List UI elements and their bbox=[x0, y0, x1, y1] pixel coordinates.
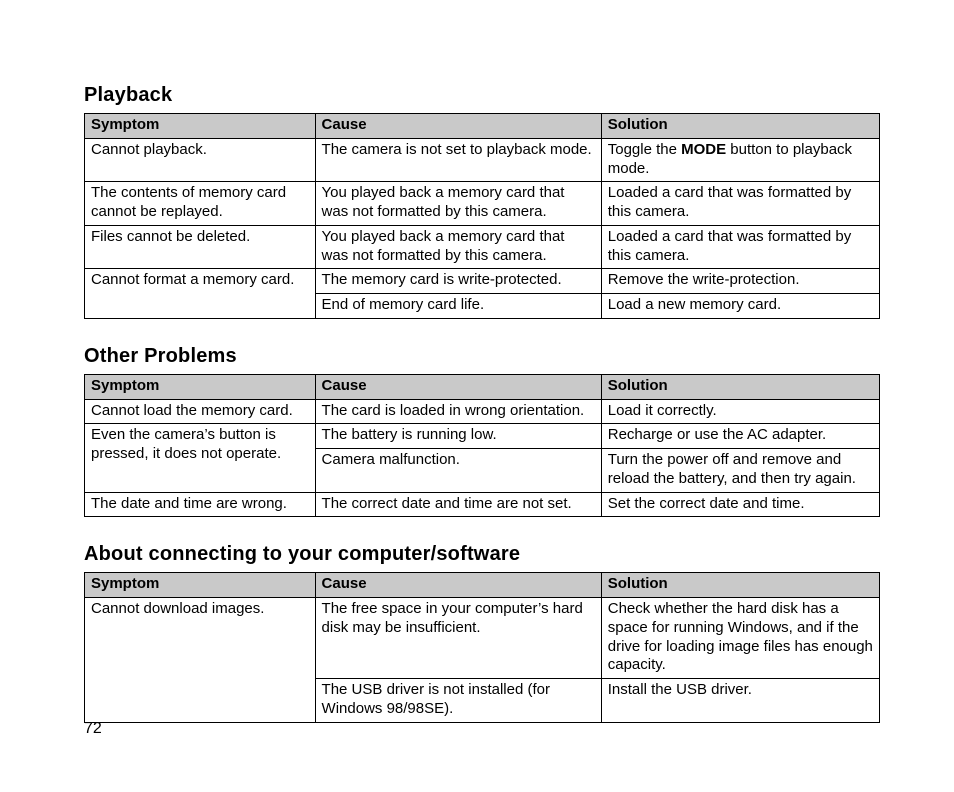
table-row: Even the camera’s button is pressed, it … bbox=[85, 424, 880, 449]
cell-cause: The USB driver is not installed (for Win… bbox=[315, 679, 601, 723]
other-problems-table: Symptom Cause Solution Cannot load the m… bbox=[84, 374, 880, 518]
table-row: Cannot load the memory card. The card is… bbox=[85, 399, 880, 424]
table-row: The date and time are wrong. The correct… bbox=[85, 492, 880, 517]
th-symptom: Symptom bbox=[85, 114, 316, 139]
table-row: Cannot playback. The camera is not set t… bbox=[85, 138, 880, 182]
th-cause: Cause bbox=[315, 573, 601, 598]
cell-solution: Loaded a card that was formatted by this… bbox=[601, 225, 879, 269]
solution-text-pre: Toggle the bbox=[608, 141, 681, 158]
connecting-table: Symptom Cause Solution Cannot download i… bbox=[84, 572, 880, 722]
th-solution: Solution bbox=[601, 573, 879, 598]
cell-solution: Turn the power off and remove and reload… bbox=[601, 449, 879, 493]
th-solution: Solution bbox=[601, 374, 879, 399]
cell-symptom: Files cannot be deleted. bbox=[85, 225, 316, 269]
table-row: Files cannot be deleted. You played back… bbox=[85, 225, 880, 269]
th-symptom: Symptom bbox=[85, 374, 316, 399]
cell-solution: Check whether the hard disk has a space … bbox=[601, 598, 879, 679]
cell-solution: Load it correctly. bbox=[601, 399, 879, 424]
cell-cause: The correct date and time are not set. bbox=[315, 492, 601, 517]
cell-solution: Install the USB driver. bbox=[601, 679, 879, 723]
cell-cause: You played back a memory card that was n… bbox=[315, 182, 601, 226]
section-title-other: Other Problems bbox=[84, 345, 880, 368]
table-header-row: Symptom Cause Solution bbox=[85, 374, 880, 399]
section-title-connecting: About connecting to your computer/softwa… bbox=[84, 543, 880, 566]
cell-symptom: Even the camera’s button is pressed, it … bbox=[85, 424, 316, 492]
cell-cause: Camera malfunction. bbox=[315, 449, 601, 493]
table-header-row: Symptom Cause Solution bbox=[85, 114, 880, 139]
cell-solution: Remove the write-protection. bbox=[601, 269, 879, 294]
page-number: 72 bbox=[84, 720, 102, 738]
cell-symptom: Cannot format a memory card. bbox=[85, 269, 316, 319]
cell-cause: The camera is not set to playback mode. bbox=[315, 138, 601, 182]
cell-cause: The memory card is write-protected. bbox=[315, 269, 601, 294]
cell-symptom: The contents of memory card cannot be re… bbox=[85, 182, 316, 226]
page: Playback Symptom Cause Solution Cannot p… bbox=[0, 0, 954, 792]
section-title-playback: Playback bbox=[84, 84, 880, 107]
cell-solution: Load a new memory card. bbox=[601, 294, 879, 319]
cell-solution: Recharge or use the AC adapter. bbox=[601, 424, 879, 449]
cell-cause: The free space in your computer’s hard d… bbox=[315, 598, 601, 679]
th-cause: Cause bbox=[315, 374, 601, 399]
cell-solution: Set the correct date and time. bbox=[601, 492, 879, 517]
playback-table: Symptom Cause Solution Cannot playback. … bbox=[84, 113, 880, 319]
cell-cause: You played back a memory card that was n… bbox=[315, 225, 601, 269]
cell-symptom: The date and time are wrong. bbox=[85, 492, 316, 517]
th-solution: Solution bbox=[601, 114, 879, 139]
th-symptom: Symptom bbox=[85, 573, 316, 598]
table-row: Cannot download images. The free space i… bbox=[85, 598, 880, 679]
cell-symptom: Cannot load the memory card. bbox=[85, 399, 316, 424]
mode-bold: MODE bbox=[681, 141, 726, 158]
cell-solution: Loaded a card that was formatted by this… bbox=[601, 182, 879, 226]
table-row: Cannot format a memory card. The memory … bbox=[85, 269, 880, 294]
cell-symptom: Cannot download images. bbox=[85, 598, 316, 723]
cell-cause: The battery is running low. bbox=[315, 424, 601, 449]
cell-cause: End of memory card life. bbox=[315, 294, 601, 319]
table-header-row: Symptom Cause Solution bbox=[85, 573, 880, 598]
cell-symptom: Cannot playback. bbox=[85, 138, 316, 182]
table-row: The contents of memory card cannot be re… bbox=[85, 182, 880, 226]
cell-solution: Toggle the MODE button to playback mode. bbox=[601, 138, 879, 182]
th-cause: Cause bbox=[315, 114, 601, 139]
cell-cause: The card is loaded in wrong orientation. bbox=[315, 399, 601, 424]
